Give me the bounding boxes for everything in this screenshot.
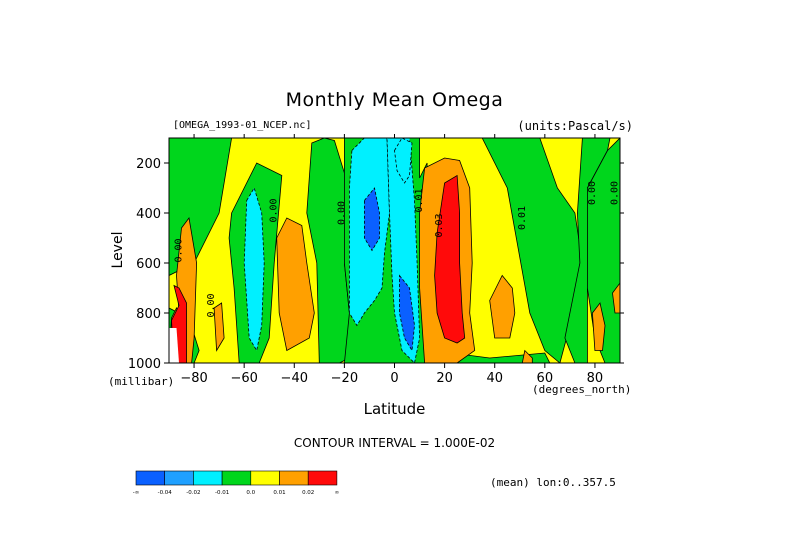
contour-label: 0.00: [587, 181, 598, 205]
x-tick-label: −20: [331, 371, 358, 386]
units-label: (units:Pascal/s): [517, 119, 633, 133]
x-axis-unit: (degrees_north): [532, 383, 632, 396]
colorbar-swatch: [221, 470, 252, 486]
colorbar-label: -0.04: [158, 490, 173, 496]
y-tick-label: 600: [136, 257, 161, 272]
contour-region-red: [434, 174, 466, 344]
x-tick-label: −80: [180, 371, 207, 386]
contour-label: 0.00: [336, 201, 347, 225]
contour-region-orange: [521, 349, 533, 363]
colorbar-swatch: [164, 470, 194, 486]
x-tick-label: 60: [537, 371, 554, 386]
contour-region-orange: [489, 274, 516, 339]
colorbar-swatch: [193, 470, 223, 486]
colorbar-label: 0.02: [302, 490, 314, 496]
colorbar-swatch: [250, 470, 280, 486]
contour-region-cyan: [243, 187, 265, 352]
mean-longitude-note: (mean) lon:0..357.5: [490, 476, 616, 489]
colorbar-label: -0.02: [186, 490, 200, 496]
contour-region-blue: [399, 274, 415, 352]
contour-region-orange: [612, 282, 620, 314]
x-axis-label: Latitude: [363, 400, 426, 418]
contour-region-cyan: [394, 138, 413, 184]
contour-labels: 0.00 0.00 0.00 0.00 0.01 0.03 0.01 0.00 0.00: [174, 181, 621, 318]
contour-region-orange: [591, 302, 606, 351]
dataset-label: [OMEGA_1993-01_NCEP.nc]: [173, 120, 312, 131]
y-tick-label: 800: [136, 307, 161, 322]
x-tick-label: 20: [436, 371, 453, 386]
contour-label: 0.00: [206, 293, 217, 317]
contour-regions: [169, 138, 620, 363]
contour-label: 0.00: [269, 198, 280, 222]
contour-label: 0.00: [174, 238, 185, 262]
contour-region-orange: [213, 302, 225, 352]
colorbar-label: 0.01: [273, 490, 285, 496]
contour-region-orange: [276, 217, 315, 352]
contour-interval-note: CONTOUR INTERVAL = 1.000E-02: [293, 436, 496, 450]
contour-label: 0.01: [414, 188, 425, 212]
colorbar-label: -∞: [133, 490, 140, 496]
contour-label: 0.00: [609, 181, 620, 205]
colorbar-label: ∞: [335, 490, 340, 496]
x-tick-label: 0: [390, 371, 398, 386]
chart-title: Monthly Mean Omega: [285, 89, 504, 111]
contour-label: 0.03: [434, 213, 445, 237]
y-tick-label: 1000: [128, 357, 161, 372]
colorbar-label: 0.0: [246, 490, 255, 496]
y-tick-label: 400: [136, 207, 161, 222]
x-tick-label: −40: [281, 371, 308, 386]
axes: −80 −60 −40 −20 0 20 40 60 80 200 400 600 800 1000: [128, 134, 624, 386]
colorbar-swatch: [135, 470, 166, 486]
x-tick-label: 80: [587, 371, 604, 386]
y-tick-label: 200: [136, 157, 161, 172]
colorbar-swatch: [307, 470, 338, 486]
contour-region-blue: [363, 187, 380, 252]
x-tick-label: −60: [230, 371, 257, 386]
contour-label: 0.01: [517, 206, 528, 230]
colorbar-label: -0.01: [215, 490, 229, 496]
colorbar-swatch: [279, 470, 309, 486]
colorbar: -∞ -0.04 -0.02 -0.01 0.0 0.01 0.02 ∞: [133, 470, 340, 496]
contour-region-white: [169, 328, 179, 363]
contour-region-green: [564, 138, 611, 363]
contour-region-green: [587, 138, 620, 363]
y-axis-unit: (millibar): [108, 375, 175, 388]
x-tick-label: 40: [486, 371, 503, 386]
